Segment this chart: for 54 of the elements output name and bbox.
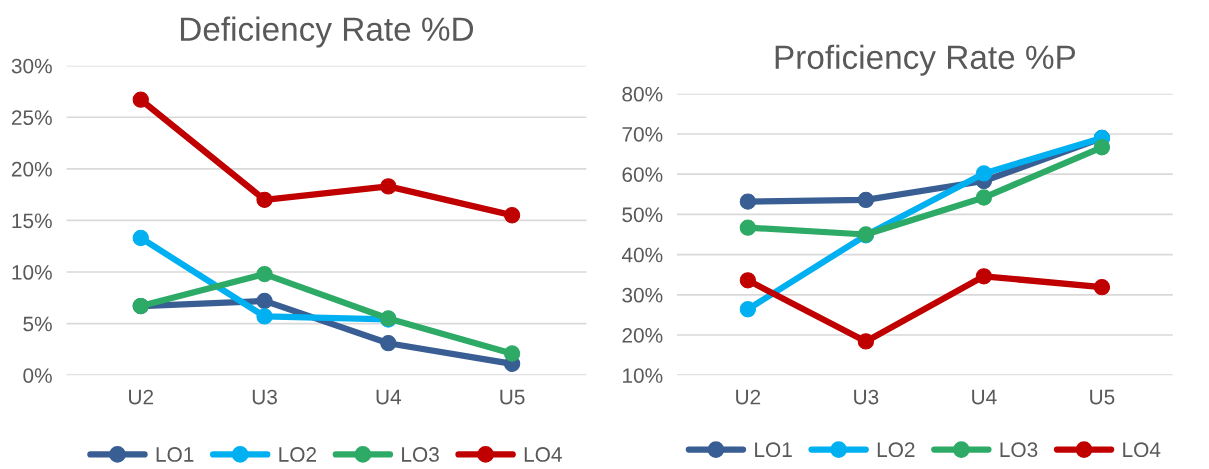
point (739, 193, 757, 210)
point (857, 191, 875, 209)
point (975, 165, 993, 182)
chart-title: Deficiency Rate %D (180, 16, 474, 48)
y-tick-label: 30% (11, 58, 52, 74)
y-tick-label: 40% (621, 247, 663, 263)
y-tick-label: 60% (622, 167, 663, 182)
point (1093, 279, 1111, 296)
legend-label: LO4 (524, 447, 562, 462)
x-tick-label: U4 (972, 389, 997, 405)
y-tick-label: 20% (622, 328, 663, 343)
x-tick-label: U5 (1090, 389, 1115, 405)
legend-label: LO3 (1000, 442, 1038, 458)
legend-label: LO1 (755, 442, 792, 458)
point (132, 91, 149, 108)
y-tick-label: 10% (623, 368, 663, 383)
y-tick-label: 80% (622, 86, 663, 102)
x-tick-label: U3 (854, 389, 879, 405)
y-tick-label: 50% (622, 207, 663, 223)
x-tick-label: U2 (129, 389, 154, 405)
point (380, 178, 397, 195)
point (256, 191, 273, 208)
y-tick-label: 20% (11, 161, 52, 177)
chart-title: Proficiency Rate %P (775, 44, 1076, 76)
point (380, 335, 397, 352)
point (256, 265, 273, 283)
y-tick-label: 10% (12, 265, 52, 280)
point (256, 308, 273, 325)
legend-label: LO1 (156, 447, 194, 462)
point (975, 268, 993, 285)
y-tick-label: 70% (622, 127, 663, 142)
x-tick-label: U2 (736, 389, 761, 405)
point (739, 219, 757, 236)
point (132, 229, 149, 247)
y-tick-label: 15% (12, 213, 52, 229)
y-tick-label: 30% (622, 287, 663, 303)
x-tick-label: U5 (500, 389, 525, 405)
legend-label: LO4 (1123, 442, 1161, 458)
point (857, 333, 875, 350)
point (1093, 139, 1111, 156)
point (739, 301, 757, 318)
y-tick-label: 25% (11, 110, 52, 125)
point (503, 207, 521, 224)
legend-label: LO3 (402, 447, 439, 462)
point (739, 272, 757, 289)
y-tick-label: 5% (23, 316, 52, 332)
point (503, 345, 521, 362)
point (256, 292, 273, 310)
legend-label: LO2 (279, 447, 317, 462)
x-tick-label: U3 (252, 389, 277, 405)
legend-label: LO2 (877, 442, 915, 458)
point (975, 189, 993, 206)
y-tick-label: 0% (23, 368, 52, 383)
x-tick-label: U4 (376, 389, 402, 405)
